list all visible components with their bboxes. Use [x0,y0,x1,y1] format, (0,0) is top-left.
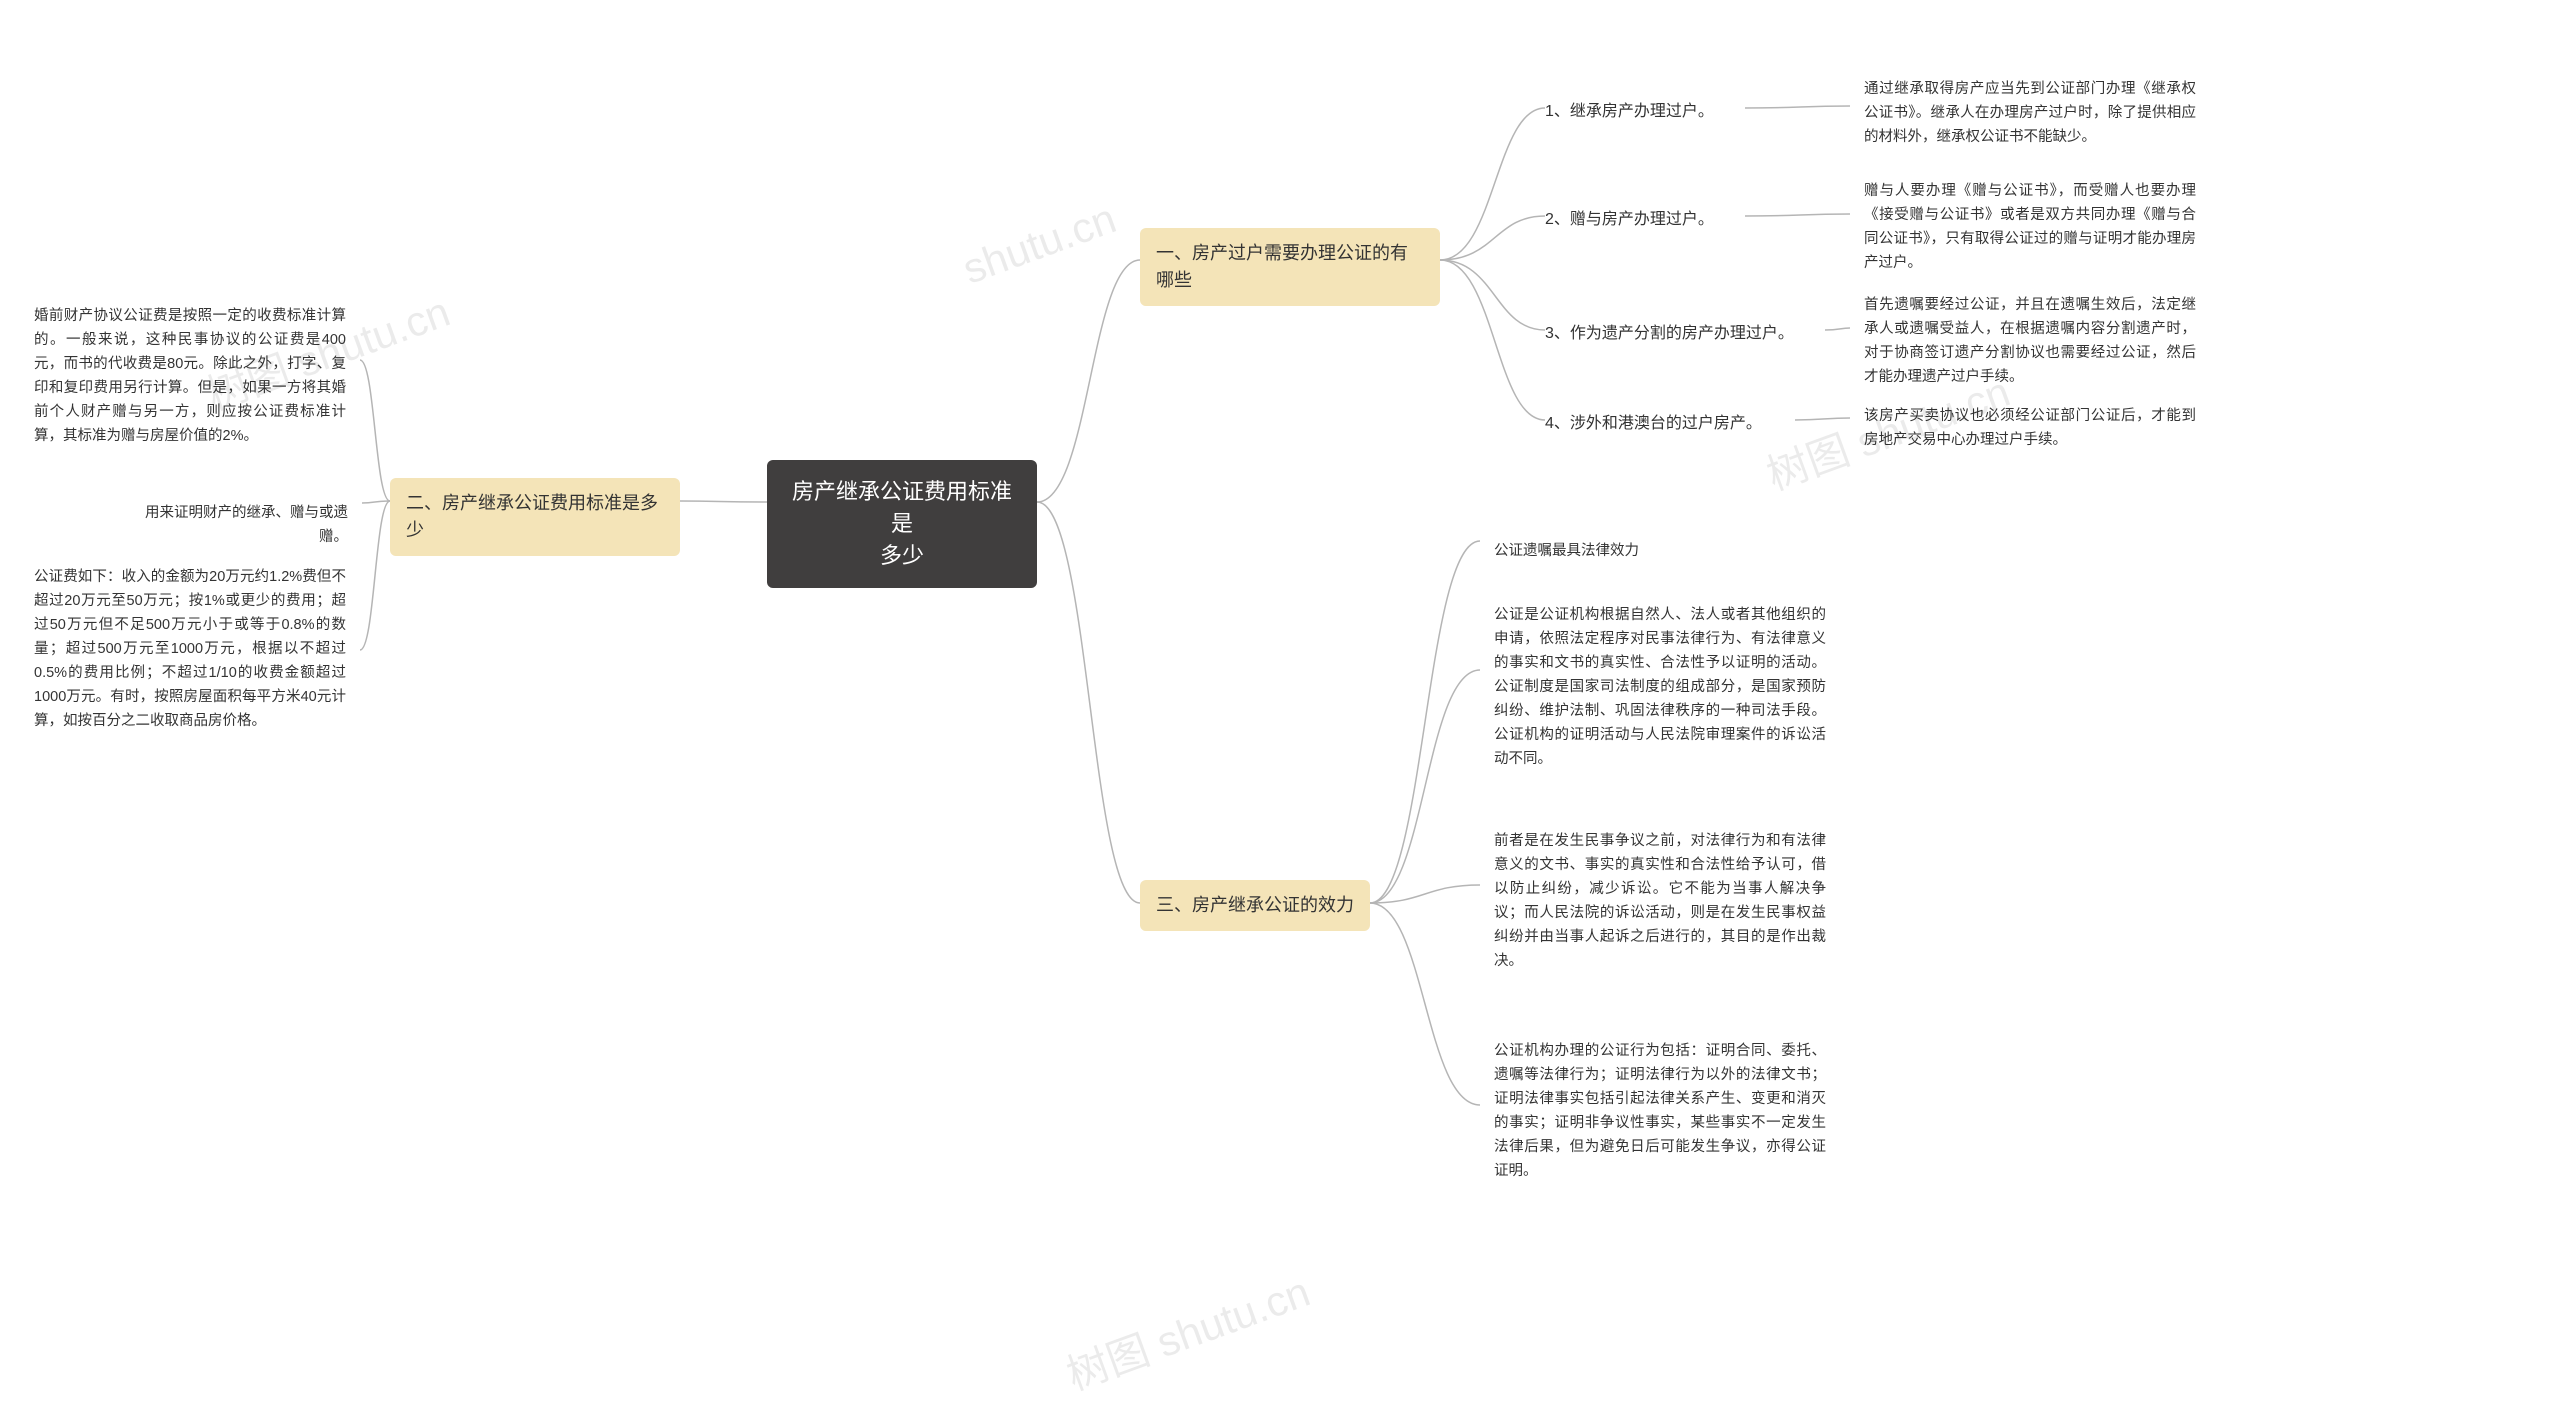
branch-1-item-4-leaf-text: 该房产买卖协议也必须经公证部门公证后，才能到房地产交易中心办理过户手续。 [1864,408,2196,448]
branch-2[interactable]: 二、房产继承公证费用标准是多少 [390,478,680,556]
branch-2-leaf-1: 婚前财产协议公证费是按照一定的收费标准计算的。一般来说，这种民事协议的公证费是4… [20,295,360,459]
branch-2-label: 二、房产继承公证费用标准是多少 [406,493,658,540]
branch-1-item-4-leaf: 该房产买卖协议也必须经公证部门公证后，才能到房地产交易中心办理过户手续。 [1850,395,2210,463]
branch-1-item-2-label: 2、赠与房产办理过户。 [1545,211,1714,228]
branch-1-item-2[interactable]: 2、赠与房产办理过户。 [1545,204,1745,236]
branch-1-item-3-leaf-text: 首先遗嘱要经过公证，并且在遗嘱生效后，法定继承人或遗嘱受益人，在根据遗嘱内容分割… [1864,297,2196,385]
branch-3-leaf-4: 公证机构办理的公证行为包括：证明合同、委托、遗嘱等法律行为；证明法律行为以外的法… [1480,1030,1840,1194]
branch-2-leaf-2-text: 用来证明财产的继承、赠与或遗赠。 [145,505,348,545]
watermark: shutu.cn [957,194,1123,293]
branch-1[interactable]: 一、房产过户需要办理公证的有哪些 [1140,228,1440,306]
branch-2-leaf-3-text: 公证费如下：收入的金额为20万元约1.2%费但不超过20万元至50万元；按1%或… [34,569,346,729]
branch-1-item-4[interactable]: 4、涉外和港澳台的过户房产。 [1545,408,1795,440]
branch-3-leaf-1: 公证遗嘱最具法律效力 [1480,530,1780,574]
branch-1-item-2-leaf: 赠与人要办理《赠与公证书》，而受赠人也要办理《接受赠与公证书》或者是双方共同办理… [1850,170,2210,286]
branch-2-leaf-2: 用来证明财产的继承、赠与或遗赠。 [122,492,362,560]
branch-2-leaf-1-text: 婚前财产协议公证费是按照一定的收费标准计算的。一般来说，这种民事协议的公证费是4… [34,308,346,444]
root-label: 房产继承公证费用标准是多少 [792,479,1012,568]
branch-2-leaf-3: 公证费如下：收入的金额为20万元约1.2%费但不超过20万元至50万元；按1%或… [20,556,360,743]
root-node[interactable]: 房产继承公证费用标准是多少 [767,460,1037,588]
watermark: 树图 shutu.cn [1057,1258,1317,1402]
branch-1-item-1-label: 1、继承房产办理过户。 [1545,103,1714,120]
branch-1-item-1[interactable]: 1、继承房产办理过户。 [1545,96,1745,128]
branch-3-leaf-2: 公证是公证机构根据自然人、法人或者其他组织的申请，依照法定程序对民事法律行为、有… [1480,594,1840,781]
branch-1-item-3[interactable]: 3、作为遗产分割的房产办理过户。 [1545,318,1825,350]
branch-1-item-1-leaf-text: 通过继承取得房产应当先到公证部门办理《继承权公证书》。继承人在办理房产过户时，除… [1864,81,2196,145]
branch-1-item-1-leaf: 通过继承取得房产应当先到公证部门办理《继承权公证书》。继承人在办理房产过户时，除… [1850,68,2210,160]
branch-3-label: 三、房产继承公证的效力 [1156,895,1354,915]
branch-1-item-2-leaf-text: 赠与人要办理《赠与公证书》，而受赠人也要办理《接受赠与公证书》或者是双方共同办理… [1864,183,2196,271]
branch-3-leaf-1-text: 公证遗嘱最具法律效力 [1494,543,1639,559]
branch-1-item-3-label: 3、作为遗产分割的房产办理过户。 [1545,325,1794,342]
branch-3-leaf-3: 前者是在发生民事争议之前，对法律行为和有法律意义的文书、事实的真实性和合法性给予… [1480,820,1840,984]
branch-3-leaf-3-text: 前者是在发生民事争议之前，对法律行为和有法律意义的文书、事实的真实性和合法性给予… [1494,833,1826,969]
branch-3[interactable]: 三、房产继承公证的效力 [1140,880,1370,931]
branch-1-item-3-leaf: 首先遗嘱要经过公证，并且在遗嘱生效后，法定继承人或遗嘱受益人，在根据遗嘱内容分割… [1850,284,2210,400]
branch-1-item-4-label: 4、涉外和港澳台的过户房产。 [1545,415,1762,432]
branch-1-label: 一、房产过户需要办理公证的有哪些 [1156,243,1408,290]
branch-3-leaf-4-text: 公证机构办理的公证行为包括：证明合同、委托、遗嘱等法律行为；证明法律行为以外的法… [1494,1043,1826,1179]
branch-3-leaf-2-text: 公证是公证机构根据自然人、法人或者其他组织的申请，依照法定程序对民事法律行为、有… [1494,607,1826,767]
